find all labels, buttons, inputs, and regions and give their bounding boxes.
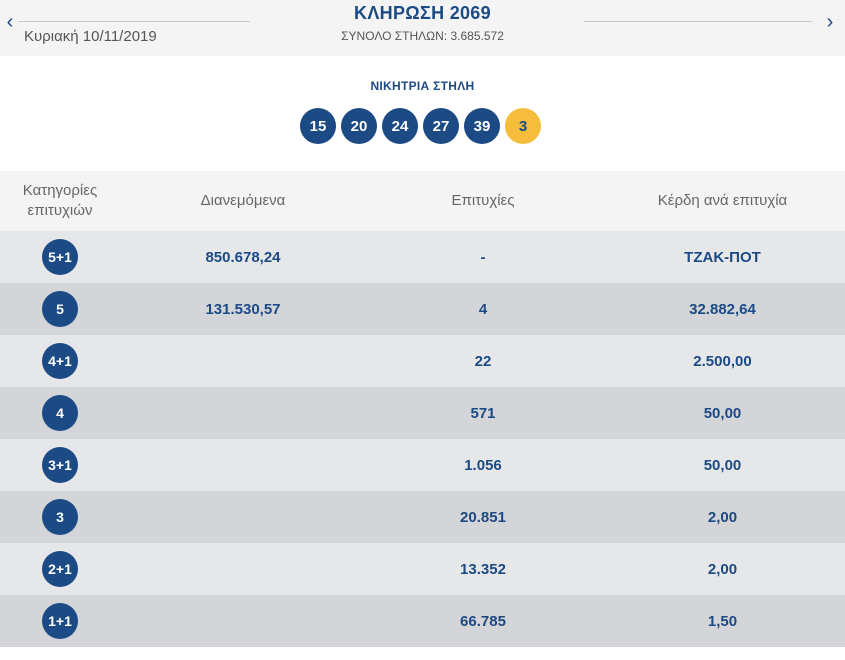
distributed-amount [120,595,366,647]
prize-per-winner: 2.500,00 [693,352,752,370]
category-badge: 5+1 [42,239,78,275]
previous-draw-arrow-icon[interactable]: ‹ [6,11,14,33]
winners-count: 22 [474,352,492,370]
header-prize: Κέρδη ανά επιτυχία [657,192,788,209]
table-row: 4 571 50,00 [0,387,845,439]
table-row: 5+1 850.678,24 - ΤΖΑΚ-ΠΟΤ [0,231,845,283]
prize-table-header: Κατηγορίες επιτυχιών Διανεμόμενα Επιτυχί… [0,171,845,231]
winning-numbers: 15 20 24 27 39 3 [300,108,546,146]
header-distributed: Διανεμόμενα [200,192,286,209]
category-badge: 3+1 [42,447,78,483]
table-row: 4+1 22 2.500,00 [0,335,845,387]
header-winners: Επιτυχίες [451,192,515,209]
distributed-amount: 131.530,57 [205,300,281,318]
category-badge: 5 [42,291,78,327]
prize-per-winner: ΤΖΑΚ-ΠΟΤ [684,248,761,266]
draw-header: ‹ Κυριακή 10/11/2019 ΚΛΗΡΩΣΗ 2069 ΣΥΝΟΛΟ… [0,0,845,56]
bonus-number-ball: 3 [505,108,541,144]
header-divider-left [18,21,250,22]
table-row: 3 20.851 2,00 [0,491,845,543]
winning-number-ball: 20 [341,108,377,144]
prize-table: Κατηγορίες επιτυχιών Διανεμόμενα Επιτυχί… [0,171,845,647]
prize-per-winner: 50,00 [703,404,742,422]
winning-number-ball: 15 [300,108,336,144]
next-draw-arrow-icon[interactable]: › [826,11,834,33]
table-row: 2+1 13.352 2,00 [0,543,845,595]
draw-title: ΚΛΗΡΩΣΗ 2069 [354,3,491,23]
header-category: Κατηγορίες επιτυχιών [22,182,98,219]
distributed-amount: 850.678,24 [205,248,281,266]
category-badge: 3 [42,499,78,535]
winners-count: 4 [478,300,488,318]
winning-number-ball: 39 [464,108,500,144]
winners-count: 571 [470,404,496,422]
category-badge: 1+1 [42,603,78,639]
prize-per-winner: 1,50 [707,612,738,630]
distributed-amount [120,439,366,491]
winners-count: 66.785 [460,612,506,630]
distributed-amount [120,491,366,543]
distributed-amount [120,335,366,387]
category-badge: 4+1 [42,343,78,379]
table-row: 5 131.530,57 4 32.882,64 [0,283,845,335]
table-row: 3+1 1.056 50,00 [0,439,845,491]
winning-column-label: ΝΙΚΗΤΡΙΑ ΣΤΗΛΗ [370,79,475,93]
prize-per-winner: 2,00 [707,560,738,578]
distributed-amount [120,387,366,439]
total-columns: ΣΥΝΟΛΟ ΣΤΗΛΩΝ: 3.685.572 [341,29,504,43]
category-badge: 2+1 [42,551,78,587]
winners-count: 13.352 [460,560,506,578]
category-badge: 4 [42,395,78,431]
draw-date: Κυριακή 10/11/2019 [24,28,157,45]
distributed-amount [120,543,366,595]
winning-number-ball: 24 [382,108,418,144]
table-row: 1+1 66.785 1,50 [0,595,845,647]
winners-count: 20.851 [460,508,506,526]
prize-per-winner: 32.882,64 [689,300,756,318]
prize-per-winner: 50,00 [703,456,742,474]
winners-count: 1.056 [464,456,502,474]
header-divider-right [584,21,812,22]
winning-number-ball: 27 [423,108,459,144]
winners-count: - [480,248,486,266]
prize-per-winner: 2,00 [707,508,738,526]
